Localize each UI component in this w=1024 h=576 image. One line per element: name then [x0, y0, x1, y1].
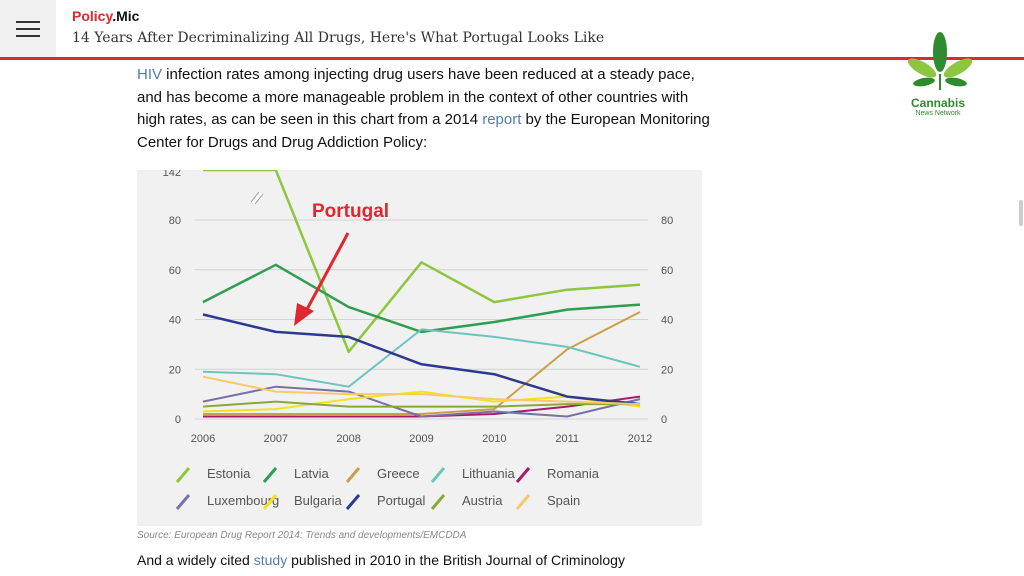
- legend-label-greece: Greece: [377, 466, 420, 481]
- series-line-luxembourg: [202, 385, 641, 418]
- legend-swatch-estonia: [175, 467, 191, 483]
- legend-label-bulgaria: Bulgaria: [294, 493, 342, 508]
- article-paragraph: HIV infection rates among injecting drug…: [137, 64, 717, 154]
- x-tick-label: 2012: [628, 433, 652, 445]
- logo-text: Cannabis News Network: [900, 97, 976, 118]
- y-tick-label: 80: [169, 215, 181, 227]
- hiv-link[interactable]: HIV: [137, 66, 163, 83]
- paragraph-text: by the European Monitoring Center for Dr…: [137, 111, 710, 151]
- y-tick-label-right: 80: [661, 215, 673, 227]
- legend-swatch-greece: [345, 467, 361, 483]
- top-bar: Policy.Mic 14 Years After Decriminalizin…: [0, 0, 1024, 58]
- series-line-lithuania: [202, 328, 641, 388]
- series-line-portugal: [202, 313, 641, 406]
- article-headline: 14 Years After Decriminalizing All Drugs…: [72, 30, 605, 46]
- legend-label-lithuania: Lithuania: [462, 466, 516, 481]
- axis-break-mark: [254, 193, 264, 205]
- annotation-arrow-shaft: [303, 232, 350, 314]
- x-tick-label: 2006: [191, 433, 215, 445]
- series-line-austria: [202, 400, 640, 408]
- hamburger-icon-line: [16, 34, 40, 37]
- brand-logo[interactable]: Policy.Mic: [72, 8, 139, 24]
- hamburger-icon-line: [16, 20, 40, 23]
- annotation-arrow-head: [294, 303, 314, 326]
- y-tick-label-right: 0: [661, 414, 667, 426]
- x-tick-label: 2008: [336, 433, 360, 445]
- y-tick-label-right: 40: [661, 315, 673, 327]
- paragraph-text: And a widely cited: [137, 552, 254, 568]
- logo-line1: Cannabis: [910, 96, 965, 110]
- portugal-annotation: Portugal: [312, 201, 389, 222]
- legend-swatch-austria: [430, 494, 446, 510]
- legend-label-romania: Romania: [547, 466, 600, 481]
- series-line-latvia: [202, 263, 641, 334]
- legend-swatch-luxembourg: [175, 494, 191, 510]
- x-tick-label: 2011: [555, 433, 579, 445]
- chart-svg: 0 0 20 20 40 40 60 60 80 80 142 2006 2007 2008 2009 201…: [163, 170, 673, 510]
- article-paragraph-2: And a widely cited study published in 20…: [137, 552, 625, 568]
- legend-swatch-spain: [515, 494, 531, 510]
- legend-label-estonia: Estonia: [207, 466, 251, 481]
- y-break-label: 142: [163, 170, 181, 179]
- y-tick-label: 60: [169, 265, 181, 277]
- scrollbar[interactable]: [1019, 200, 1023, 226]
- report-link[interactable]: report: [482, 111, 522, 128]
- y-tick-label: 40: [169, 315, 181, 327]
- y-tick-label-right: 60: [661, 265, 673, 277]
- legend-swatch-bulgaria: [262, 494, 278, 510]
- x-tick-label: 2010: [482, 433, 506, 445]
- brand-logo-part1: Policy: [72, 8, 113, 24]
- legend-swatch-portugal: [345, 494, 361, 510]
- legend-label-latvia: Latvia: [294, 466, 329, 481]
- y-tick-label: 20: [169, 364, 181, 376]
- series-line-estonia: [203, 170, 641, 354]
- hamburger-icon-line: [16, 27, 40, 30]
- paragraph-text: infection rates among injecting drug use…: [137, 66, 695, 128]
- header-divider: [0, 57, 1024, 60]
- hiv-chart: 0 0 20 20 40 40 60 60 80 80 142 2006 2007 2008 2009 201…: [137, 170, 702, 526]
- paragraph-text: published in 2010 in the British Journal…: [287, 552, 625, 568]
- series-line-spain: [202, 375, 641, 406]
- legend-label-luxembourg: Luxembourg: [207, 493, 279, 508]
- y-tick-label-right: 20: [661, 364, 673, 376]
- axis-break-mask: [251, 191, 263, 205]
- axis-break-mark: [250, 191, 260, 203]
- legend-label-spain: Spain: [547, 493, 580, 508]
- legend-swatch-lithuania: [430, 467, 446, 483]
- study-link[interactable]: study: [253, 552, 288, 568]
- cannabis-leaf-icon: [907, 32, 973, 90]
- menu-button[interactable]: [0, 0, 56, 57]
- y-tick-label: 0: [175, 414, 181, 426]
- series-line-greece: [203, 311, 641, 415]
- x-tick-label: 2009: [409, 433, 433, 445]
- brand-logo-part2: .Mic: [112, 8, 140, 24]
- chart-source: Source: European Drug Report 2014: Trend…: [137, 530, 467, 541]
- logo-line2: News Network: [915, 110, 961, 117]
- legend-swatch-latvia: [262, 467, 278, 483]
- x-tick-label: 2007: [264, 433, 288, 445]
- legend-label-portugal: Portugal: [377, 493, 426, 508]
- legend-label-austria: Austria: [462, 493, 503, 508]
- legend-swatch-romania: [515, 467, 531, 483]
